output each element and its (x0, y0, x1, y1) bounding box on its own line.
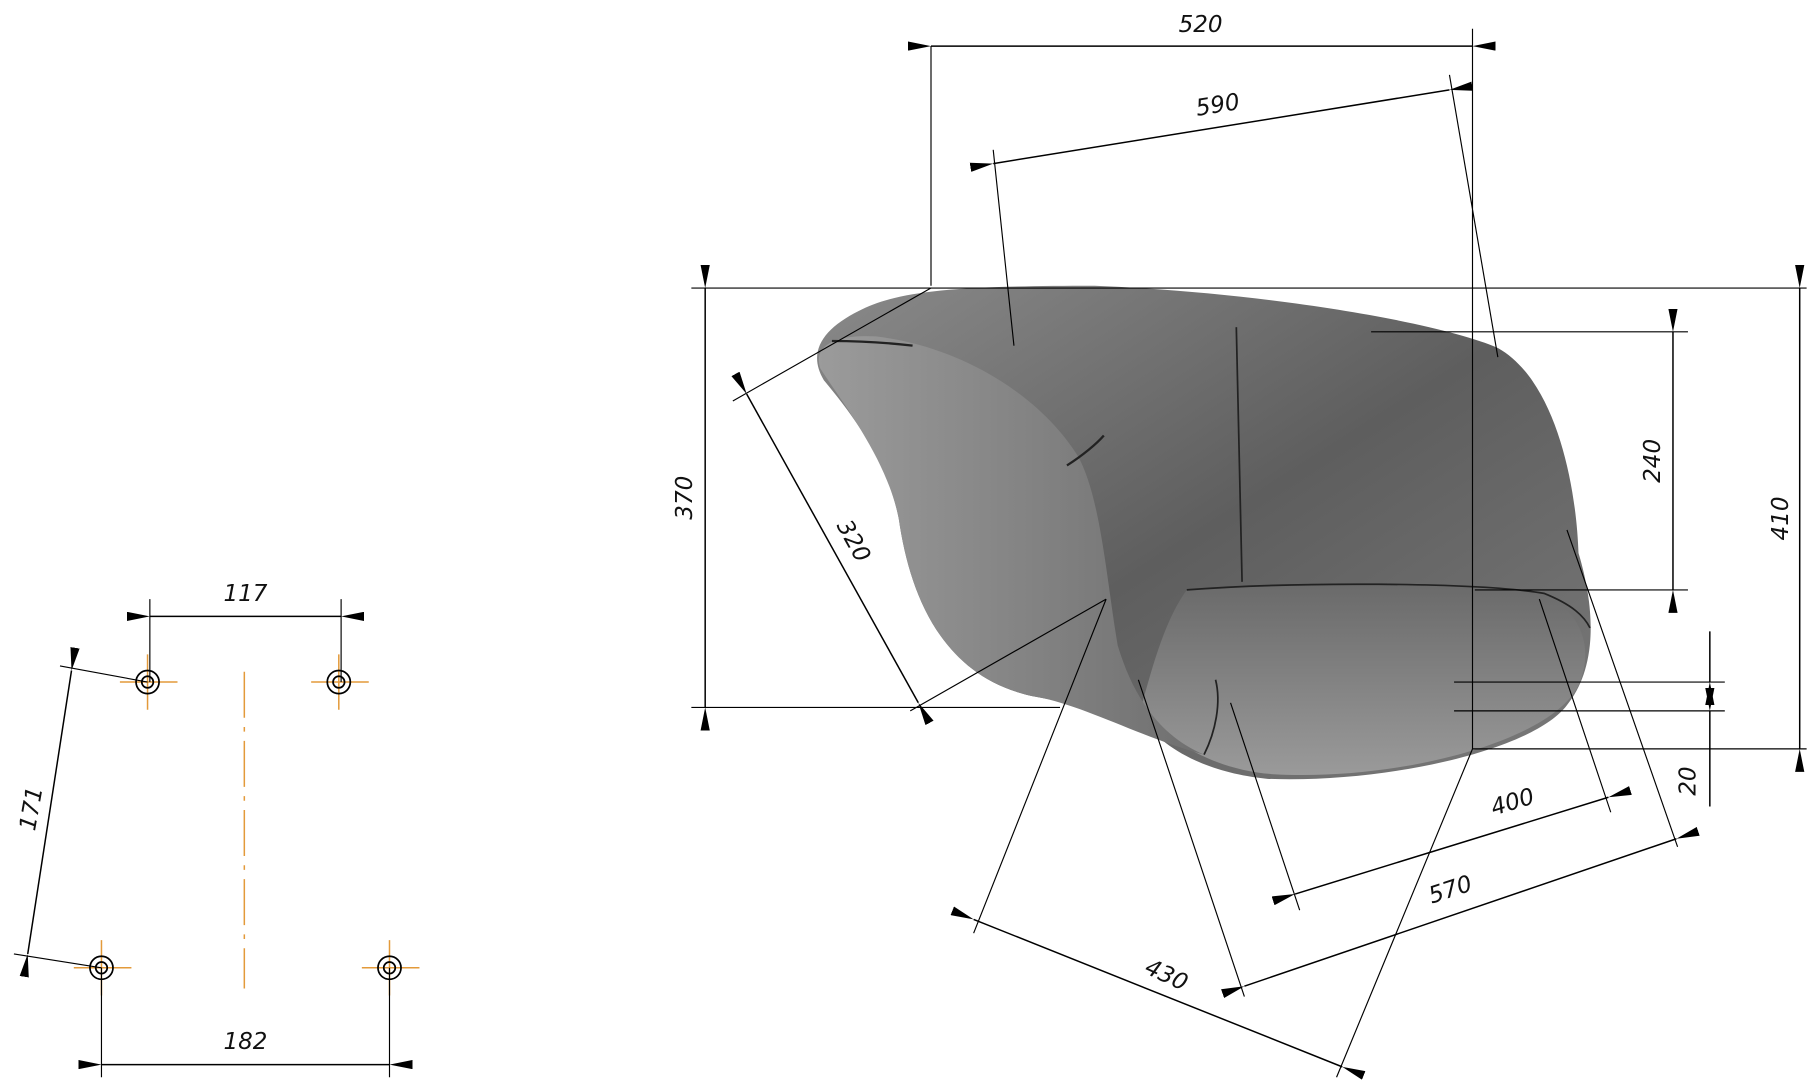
dimension-label: 400 (1488, 784, 1538, 822)
dimension-label: 240 (1640, 439, 1666, 483)
dimension-label: 430 (1141, 954, 1192, 996)
dimension-label: 570 (1426, 871, 1476, 909)
dimension-label: 171 (15, 785, 48, 833)
dimension-label: 590 (1194, 89, 1241, 122)
base-plan: 117 171 182 (13, 581, 420, 1078)
chair (817, 285, 1591, 780)
dimension-label: 20 (1676, 766, 1702, 795)
dimension-label: 410 (1768, 496, 1794, 540)
dimension-label: 520 (1179, 12, 1223, 38)
mount-hole (73, 654, 420, 996)
dimension-label: 370 (672, 476, 698, 520)
dimension-label: 182 (223, 1029, 267, 1055)
dimension-label: 117 (223, 581, 267, 607)
